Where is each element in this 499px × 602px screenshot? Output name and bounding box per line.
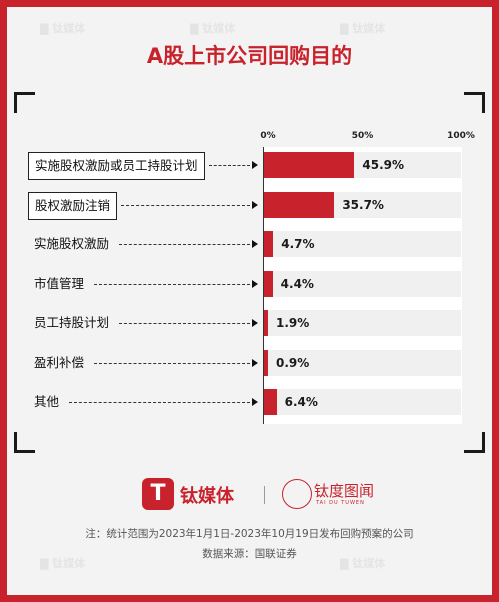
bar-track	[264, 271, 461, 297]
bar	[264, 271, 273, 297]
watermark-icon: ▇ 钛媒体	[40, 557, 86, 570]
pointer-arrow-icon	[252, 359, 258, 367]
watermark-icon: ▇ 钛媒体	[190, 22, 236, 35]
leader-line	[94, 284, 250, 285]
pointer-arrow-icon	[252, 319, 258, 327]
bar-track	[264, 350, 461, 376]
brand-divider	[264, 486, 265, 504]
data-source: 数据来源：国联证券	[202, 548, 297, 560]
category-label: 实施股权激励	[34, 236, 110, 251]
leader-line	[119, 244, 250, 245]
x-tick-label: 50%	[351, 131, 374, 141]
pointer-arrow-icon	[252, 280, 258, 288]
data-label: 0.9%	[276, 356, 310, 370]
watermark-icon: ▇ 钛媒体	[40, 22, 86, 35]
bar-track	[264, 310, 461, 336]
pointer-arrow-icon	[252, 201, 258, 209]
brand-secondary: 钛度图闻	[314, 482, 375, 500]
leader-line	[69, 402, 250, 403]
corner-bracket	[14, 432, 35, 453]
watermark-icon: ▇ 钛媒体	[340, 22, 386, 35]
category-label: 员工持股计划	[34, 315, 110, 330]
pointer-arrow-icon	[252, 240, 258, 248]
corner-bracket	[464, 432, 485, 453]
bar	[264, 192, 335, 218]
category-label: 股权激励注销	[28, 192, 118, 220]
x-tick-label: 100%	[447, 131, 475, 141]
tmtpost-logo-icon: T	[142, 478, 174, 510]
category-label: 其他	[34, 394, 60, 409]
leader-line	[209, 165, 250, 166]
brand-primary: 钛媒体	[180, 486, 234, 507]
brand-secondary-en: TAI DU TUWEN	[316, 500, 365, 506]
corner-bracket	[14, 92, 35, 113]
page-title: A股上市公司回购目的	[146, 44, 353, 68]
x-tick-label: 0%	[260, 131, 276, 141]
data-label: 6.4%	[284, 395, 318, 409]
leader-line	[119, 323, 250, 324]
category-label: 盈利补偿	[34, 355, 85, 370]
category-label: 实施股权激励或员工持股计划	[28, 152, 205, 180]
data-label: 4.7%	[281, 237, 315, 251]
data-label: 35.7%	[342, 198, 384, 212]
data-label: 4.4%	[280, 277, 314, 291]
data-label: 1.9%	[276, 316, 310, 330]
leader-line	[94, 363, 250, 364]
bar	[264, 231, 274, 257]
bar	[264, 389, 277, 415]
bar	[264, 350, 268, 376]
taidu-logo-icon	[282, 479, 312, 509]
corner-bracket	[464, 92, 485, 113]
footnote: 注：统计范围为2023年1月1日-2023年10月19日发布回购预案的公司	[85, 528, 414, 540]
bar-track	[264, 231, 461, 257]
pointer-arrow-icon	[252, 398, 258, 406]
bar	[264, 310, 268, 336]
data-label: 45.9%	[362, 158, 405, 172]
watermark-icon: ▇ 钛媒体	[340, 557, 386, 570]
bar	[264, 152, 355, 178]
category-label: 市值管理	[34, 276, 85, 291]
leader-line	[121, 205, 250, 206]
bar-track	[264, 389, 461, 415]
pointer-arrow-icon	[252, 161, 258, 169]
